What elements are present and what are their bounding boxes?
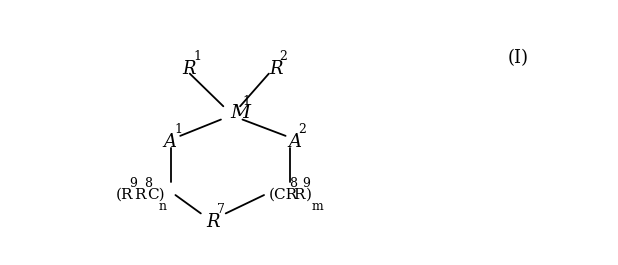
Text: R: R <box>293 188 304 202</box>
Text: R: R <box>269 60 282 78</box>
Text: R: R <box>206 213 220 231</box>
Text: A: A <box>163 133 177 151</box>
Text: ): ) <box>306 188 312 202</box>
Text: (R: (R <box>116 188 133 202</box>
Text: 9: 9 <box>129 177 137 190</box>
Text: n: n <box>159 200 167 213</box>
Text: (CR: (CR <box>269 188 298 202</box>
Text: 7: 7 <box>217 203 225 216</box>
Text: (I): (I) <box>507 49 528 67</box>
Text: 8: 8 <box>144 177 152 190</box>
Text: R: R <box>133 188 145 202</box>
Text: M: M <box>231 104 250 122</box>
Text: m: m <box>311 200 323 213</box>
Text: 8: 8 <box>289 177 297 190</box>
Text: 1: 1 <box>242 95 250 108</box>
Text: 9: 9 <box>302 177 310 190</box>
Text: 1: 1 <box>174 123 182 136</box>
Text: 2: 2 <box>298 123 307 136</box>
Text: 2: 2 <box>279 50 287 63</box>
Text: C): C) <box>146 188 164 202</box>
Text: 1: 1 <box>193 50 201 63</box>
Text: A: A <box>288 133 301 151</box>
Text: R: R <box>183 60 196 78</box>
